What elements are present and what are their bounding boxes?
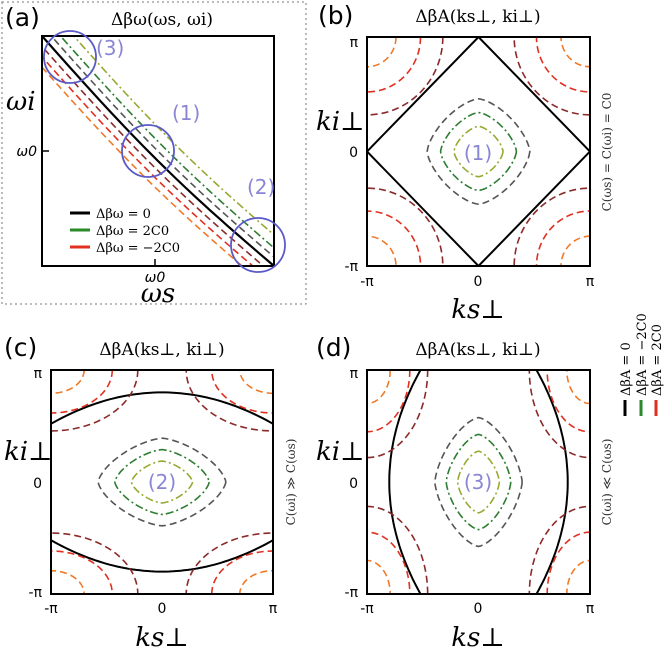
panel-b-xtick-2: π xyxy=(586,274,595,290)
panel-a-title: Δβω(ωs, ωi) xyxy=(111,10,213,30)
panel-a-line-red xyxy=(42,55,254,266)
panel-c-region: (2) xyxy=(148,470,176,494)
panel-d-ytick-2: -π xyxy=(345,585,359,601)
panel-d-contours-inner-contour-1 xyxy=(445,433,512,531)
panel-c-xlabel: ks⊥ xyxy=(135,623,189,653)
panel-b-xtick-1: 0 xyxy=(474,274,483,290)
legend-a-entry-1: Δβω = 2C0 xyxy=(96,224,169,239)
panel-a-ylabel: ωi xyxy=(6,87,36,117)
panel-a-dotted-border xyxy=(1,1,307,305)
panel-a: (a) Δβω(ωs, ωi) ω0 ω0 ωs ωi (3) (1) (2) … xyxy=(1,1,307,309)
panel-b-letter: (b) xyxy=(318,1,353,30)
panel-b-ylabel: ki⊥ xyxy=(316,107,365,137)
right-legend: ΔβA = 0 ΔβA = −2C0 ΔβA = 2C0 xyxy=(619,313,664,416)
panel-a-xlabel: ωs xyxy=(141,279,176,309)
panel-d-xtick-2: π xyxy=(586,601,595,617)
panel-b-axes-frame xyxy=(366,36,591,267)
panel-a-line-gray xyxy=(50,36,274,258)
panel-c-xtick-0: -π xyxy=(44,601,58,617)
panel-b-title: ΔβA(ks⊥, ki⊥) xyxy=(415,7,540,27)
panel-a-line-green xyxy=(59,36,274,249)
panel-d-contours-zero-contour-right xyxy=(535,370,569,594)
legend-a-entry-2: Δβω = −2C0 xyxy=(96,241,180,256)
panel-d-condition: C(ωi) ≪ C(ωs) xyxy=(600,439,614,526)
panel-a-region-3: (3) xyxy=(96,36,124,60)
panel-d-xtick-1: 0 xyxy=(474,601,483,617)
panel-d-axes-frame xyxy=(366,369,591,595)
panel-a-line-black xyxy=(42,36,274,266)
panel-a-line-darkred xyxy=(42,45,265,266)
panel-c-condition: C(ωi) ≫ C(ωs) xyxy=(284,439,298,526)
panel-c-xtick-2: π xyxy=(269,601,278,617)
panel-c-xtick-1: 0 xyxy=(158,601,167,617)
panel-b-xlabel: ks⊥ xyxy=(451,295,505,325)
panel-d-contours-zero-contour-left xyxy=(388,370,422,594)
panel-a-circle-3 xyxy=(43,30,97,84)
panel-d-letter: (d) xyxy=(316,333,351,362)
panel-b-condition: C(ωs) = C(ωi) = C0 xyxy=(600,93,614,212)
panel-b-ytick-1: 0 xyxy=(349,145,358,161)
panel-a-circle-2 xyxy=(230,217,286,273)
legend-a-entry-0: Δβω = 0 xyxy=(96,207,151,222)
panel-d: (d) ΔβA(ks⊥, ki⊥) (3) -π 0 π π 0 -π ks⊥ … xyxy=(316,333,614,653)
panel-a-letter: (a) xyxy=(5,3,40,32)
panel-a-region-2: (2) xyxy=(247,175,275,199)
panel-c-ytick-1: 0 xyxy=(33,476,42,492)
panel-b-ytick-2: -π xyxy=(345,259,359,275)
panel-a-ytick: ω0 xyxy=(16,144,37,160)
panel-b-contours-zero-contour xyxy=(367,37,590,266)
panel-c: (c) ΔβA(ks⊥, ki⊥) (2) -π 0 π π 0 -π ks⊥ … xyxy=(4,333,298,653)
panel-c-contours-inner-contour-2 xyxy=(97,437,227,527)
panel-d-contours-inner-contour-2 xyxy=(434,416,523,548)
panel-c-title: ΔβA(ks⊥, ki⊥) xyxy=(99,340,224,360)
panel-a-line-olive xyxy=(72,36,274,236)
panel-a-circle-1 xyxy=(121,124,175,178)
panel-c-axes-frame xyxy=(50,369,274,595)
panel-a-xtick: ω0 xyxy=(145,270,166,286)
panel-b-ytick-0: π xyxy=(350,35,359,51)
panel-a-legend: Δβω = 0 Δβω = 2C0 Δβω = −2C0 xyxy=(70,207,180,256)
panel-d-title: ΔβA(ks⊥, ki⊥) xyxy=(415,340,540,360)
right-legend-entry-1: ΔβA = −2C0 xyxy=(635,313,650,396)
panel-c-contours-inner-contour-0 xyxy=(130,460,194,504)
panel-d-xlabel: ks⊥ xyxy=(451,623,505,653)
panel-d-ytick-0: π xyxy=(350,366,359,382)
right-legend-entry-0: ΔβA = 0 xyxy=(619,342,634,396)
panel-c-ytick-2: -π xyxy=(29,585,43,601)
panel-a-region-1: (1) xyxy=(172,101,200,125)
panel-c-contours-inner-contour-1 xyxy=(113,448,211,516)
panel-d-xtick-0: -π xyxy=(360,601,374,617)
panel-c-contours-zero-contour-bottom xyxy=(51,539,273,573)
panel-b-xtick-0: -π xyxy=(360,274,374,290)
panel-d-ytick-1: 0 xyxy=(349,476,358,492)
panel-d-region: (3) xyxy=(464,470,492,494)
panel-b-contours-inner-contour-1 xyxy=(439,111,518,192)
panel-d-ylabel: ki⊥ xyxy=(316,437,365,467)
right-legend-entry-2: ΔβA = 2C0 xyxy=(650,324,664,396)
panel-c-letter: (c) xyxy=(4,333,37,362)
panel-c-contours-zero-contour-top xyxy=(51,391,273,425)
panel-d-contours-inner-contour-0 xyxy=(456,450,501,514)
panel-c-ylabel: ki⊥ xyxy=(4,437,53,467)
panel-b-region: (1) xyxy=(464,141,492,165)
panel-b-contours-inner-contour-2 xyxy=(426,97,531,206)
panel-b: (b) ΔβA(ks⊥, ki⊥) (1) -π 0 π π 0 -π ks⊥ … xyxy=(316,1,614,325)
panel-c-ytick-0: π xyxy=(34,366,43,382)
